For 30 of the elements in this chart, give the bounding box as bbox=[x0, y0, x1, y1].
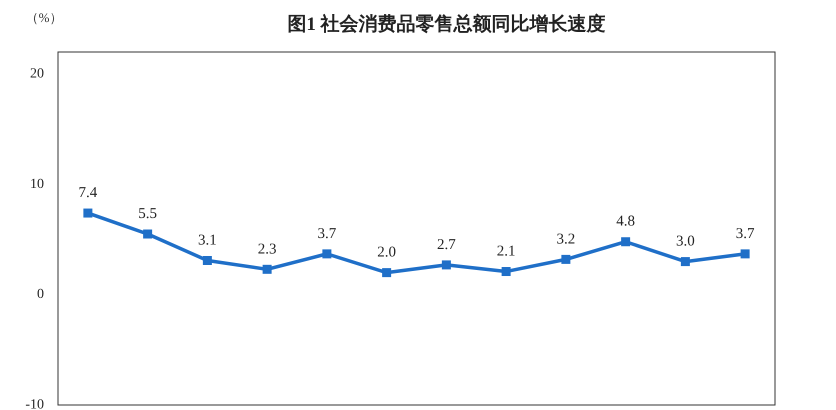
data-label: 2.1 bbox=[496, 244, 516, 260]
y-tick-label: 10 bbox=[30, 176, 44, 192]
data-label: 3.1 bbox=[198, 232, 217, 248]
data-label: 2.7 bbox=[437, 236, 456, 253]
point bbox=[740, 249, 750, 258]
data-label: 3.7 bbox=[736, 226, 755, 242]
y-tick-label: -10 bbox=[25, 398, 44, 410]
point bbox=[561, 254, 570, 264]
point bbox=[502, 267, 511, 276]
data-label: 3.0 bbox=[676, 234, 695, 250]
point bbox=[680, 257, 690, 266]
point bbox=[621, 237, 630, 246]
data-label: 3.7 bbox=[318, 226, 337, 242]
chart-title: 图1 社会消费品零售总额同比增长速度 bbox=[287, 13, 606, 35]
data-label: 7.4 bbox=[78, 185, 98, 202]
point bbox=[322, 249, 332, 258]
data-label: 2.0 bbox=[377, 244, 396, 261]
data-label: 2.3 bbox=[258, 241, 276, 258]
y-axis-title: （%） bbox=[26, 10, 62, 25]
point bbox=[262, 264, 272, 274]
data-label: 4.8 bbox=[616, 214, 635, 230]
point bbox=[83, 208, 92, 218]
data-label: 5.5 bbox=[138, 206, 157, 222]
point bbox=[202, 256, 212, 265]
point bbox=[382, 268, 392, 278]
point bbox=[442, 260, 451, 270]
data-label: 3.2 bbox=[556, 231, 576, 248]
point bbox=[143, 230, 152, 239]
y-tick-label: 20 bbox=[30, 66, 44, 82]
y-tick-label: 0 bbox=[37, 287, 44, 302]
